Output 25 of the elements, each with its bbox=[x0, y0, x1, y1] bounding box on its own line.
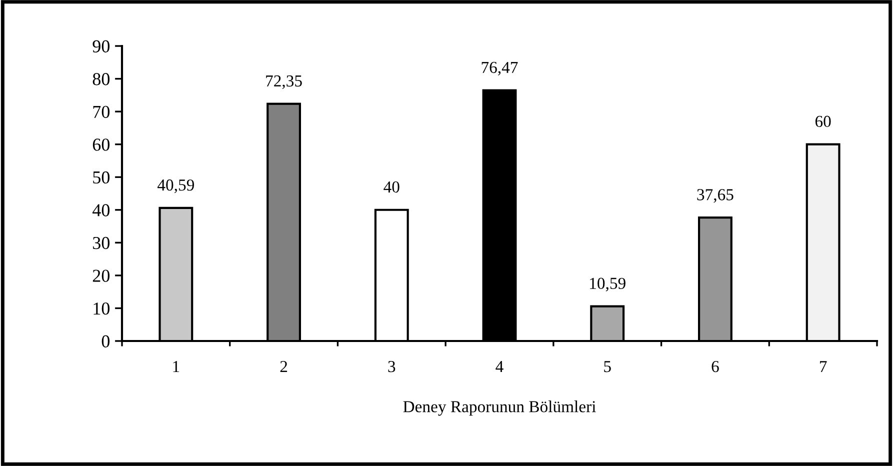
y-tick-label: 10 bbox=[94, 302, 110, 315]
data-label: 10,59 bbox=[590, 278, 626, 292]
x-axis-title: Deney Raporunun Bölümleri bbox=[403, 400, 596, 416]
data-label: 40,59 bbox=[158, 179, 194, 194]
x-tick-label: 5 bbox=[604, 361, 611, 372]
y-tick-label: 90 bbox=[92, 40, 110, 52]
x-tick-label: 6 bbox=[712, 360, 719, 372]
x-tick-label: 1 bbox=[173, 361, 180, 372]
data-label: 76,47 bbox=[482, 62, 518, 76]
x-tick-label: 2 bbox=[280, 360, 288, 372]
x-tick-label: 3 bbox=[388, 360, 396, 372]
data-label: 40 bbox=[384, 181, 400, 193]
y-tick-label: 50 bbox=[93, 171, 110, 184]
y-tick-label: 40 bbox=[92, 204, 110, 216]
y-tick-label: 80 bbox=[92, 73, 110, 86]
y-tick-label: 0 bbox=[102, 335, 110, 348]
x-tick-label: 4 bbox=[496, 361, 504, 372]
y-tick-label: 70 bbox=[93, 106, 110, 118]
y-tick-label: 30 bbox=[93, 236, 110, 250]
x-tick-label: 7 bbox=[820, 361, 827, 372]
data-label: 37,65 bbox=[697, 189, 734, 203]
y-tick-label: 60 bbox=[92, 138, 110, 151]
data-label: 72,35 bbox=[266, 75, 302, 89]
y-tick-label: 20 bbox=[92, 270, 110, 282]
data-label: 60 bbox=[815, 116, 831, 128]
